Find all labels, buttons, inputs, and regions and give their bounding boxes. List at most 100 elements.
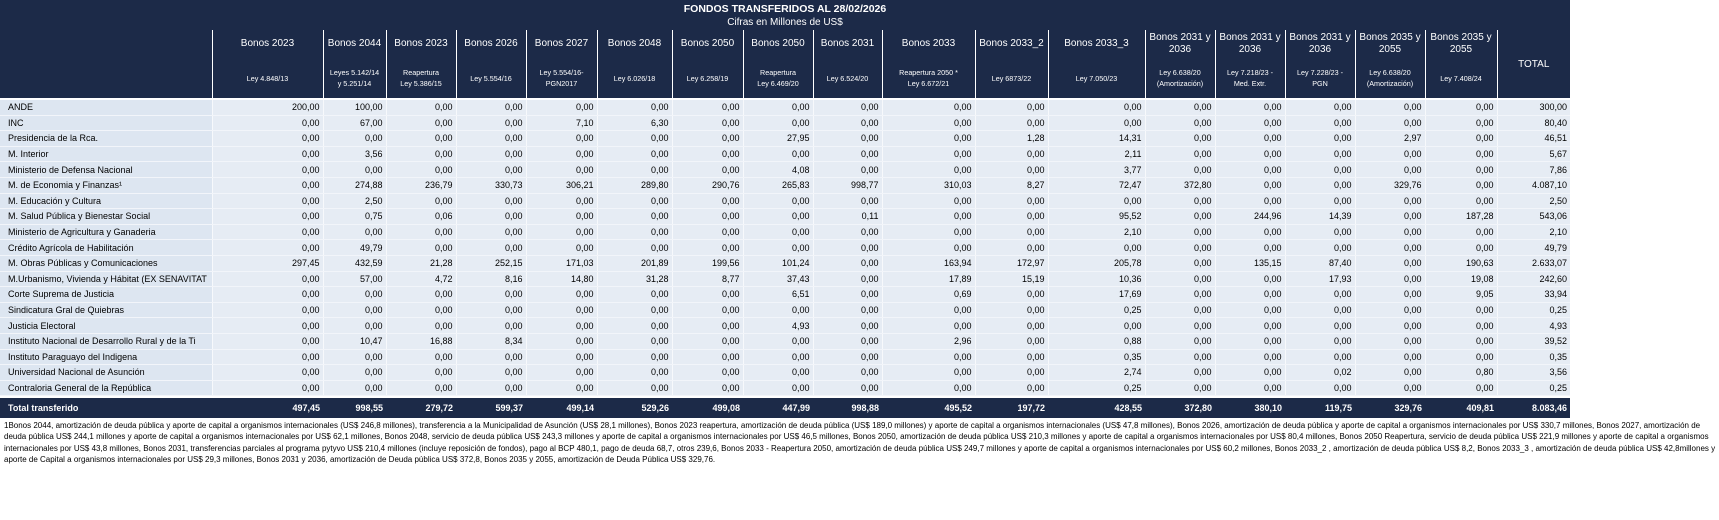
value-cell: 252,15 — [455, 255, 526, 272]
value-cell: 0,00 — [812, 317, 882, 334]
value-cell: 49,79 — [1496, 239, 1570, 256]
value-cell: 543,06 — [1496, 208, 1570, 225]
law-line: Reapertura — [760, 68, 796, 77]
value-cell: 0,00 — [322, 364, 386, 381]
value-cell: 0,00 — [1424, 349, 1497, 366]
value-cell: 0,00 — [812, 255, 882, 272]
value-cell: 0,00 — [1284, 177, 1355, 194]
spacer-row — [0, 98, 1570, 100]
value-cell: 0,00 — [596, 333, 672, 350]
value-cell: 0,00 — [1354, 255, 1425, 272]
data-row: Universidad Nacional de Asunción 0,00 0,00… — [0, 364, 1570, 381]
value-cell: 0,00 — [211, 115, 323, 132]
value-cell: 0,00 — [525, 130, 597, 147]
value-cell: 0,00 — [1144, 333, 1215, 350]
column-bond: Bonos 2033_2 — [974, 30, 1048, 58]
value-cell: 0,00 — [1144, 100, 1215, 116]
header-row: Bonos 2023 Bonos 2044 Bonos 2023 Bonos 2026… — [0, 30, 1570, 98]
value-cell: 0,00 — [1424, 130, 1497, 147]
law-line: Ley 6873/22 — [991, 73, 1032, 83]
law-line: Ley 6.524/20 — [826, 73, 869, 83]
law-line: Ley 5.386/15 — [400, 79, 442, 88]
value-cell: 163,94 — [881, 255, 975, 272]
data-row: Sindicatura Gral de Quiebras 0,00 0,00 0,00… — [0, 302, 1570, 319]
law-line: y 5.251/14 — [337, 79, 372, 88]
value-cell: 274,88 — [322, 177, 386, 194]
row-label: M.Urbanismo, Vivienda y Hábitat (EX SENA… — [0, 271, 212, 288]
value-cell: 0,00 — [211, 224, 323, 241]
row-label: Justicia Electoral — [0, 317, 212, 334]
value-cell: 0,00 — [525, 100, 597, 116]
value-cell: 242,60 — [1496, 271, 1570, 288]
value-cell: 190,63 — [1424, 255, 1497, 272]
value-cell: 0,00 — [974, 239, 1048, 256]
value-cell: 0,00 — [1214, 333, 1285, 350]
column-bond: Bonos 2044 — [322, 30, 386, 58]
value-cell: 0,00 — [1424, 239, 1497, 256]
value-cell: 0,00 — [1284, 333, 1355, 350]
value-cell: 0,00 — [455, 380, 526, 397]
value-cell: 4,72 — [385, 271, 456, 288]
value-cell: 0,00 — [385, 302, 456, 319]
total-cell: 279,72 — [386, 398, 456, 419]
total-cell: 409,81 — [1425, 398, 1497, 419]
value-cell: 17,69 — [1047, 286, 1145, 303]
value-cell: 2,96 — [881, 333, 975, 350]
law-line: Ley 7.408/24 — [1440, 73, 1482, 83]
value-cell: 0,00 — [211, 161, 323, 178]
value-cell: 100,00 — [322, 100, 386, 116]
value-cell: 0,00 — [881, 115, 975, 132]
value-cell: 0,00 — [742, 193, 813, 210]
value-cell: 0,00 — [385, 349, 456, 366]
value-cell: 14,31 — [1047, 130, 1145, 147]
footnote: 1Bonos 2044, amortización de deuda públi… — [4, 421, 1716, 465]
total-cell: 8.083,46 — [1497, 398, 1570, 419]
law-line: Reapertura — [403, 68, 439, 77]
value-cell: 0,00 — [671, 100, 743, 116]
value-cell: 0,00 — [1284, 161, 1355, 178]
value-cell: 998,77 — [812, 177, 882, 194]
value-cell: 0,00 — [1144, 317, 1215, 334]
value-cell: 432,59 — [322, 255, 386, 272]
value-cell: 0,00 — [1354, 193, 1425, 210]
value-cell: 0,06 — [385, 208, 456, 225]
value-cell: 330,73 — [455, 177, 526, 194]
value-cell: 2,97 — [1354, 130, 1425, 147]
value-cell: 0,00 — [596, 349, 672, 366]
value-cell: 0,00 — [1424, 146, 1497, 163]
total-cell: 119,75 — [1285, 398, 1355, 419]
value-cell: 0,88 — [1047, 333, 1145, 350]
row-label: M. Salud Pública y Bienestar Social — [0, 208, 212, 225]
value-cell: 0,00 — [881, 161, 975, 178]
column-law: Ley 7.228/23 - PGN — [1284, 58, 1355, 98]
column-bond: Bonos 2035 y 2055 — [1354, 30, 1425, 58]
value-cell: 0,00 — [742, 380, 813, 397]
value-cell: 0,00 — [671, 333, 743, 350]
value-cell: 310,03 — [881, 177, 975, 194]
value-cell: 0,00 — [881, 100, 975, 116]
value-cell: 0,00 — [1284, 286, 1355, 303]
data-row: M. Educación y Cultura 0,00 2,50 0,00 0,00 0,… — [0, 193, 1570, 210]
value-cell: 0,00 — [211, 177, 323, 194]
title: FONDOS TRANSFERIDOS AL 28/02/2026 — [683, 3, 887, 15]
value-cell: 0,25 — [1047, 302, 1145, 319]
value-cell: 0,00 — [881, 193, 975, 210]
value-cell: 0,00 — [455, 100, 526, 116]
value-cell: 21,28 — [385, 255, 456, 272]
value-cell: 0,00 — [1354, 224, 1425, 241]
column-law: Ley 4.848/13 — [211, 58, 323, 98]
law-line: Reapertura 2050 * — [899, 68, 958, 77]
value-cell: 0,00 — [671, 224, 743, 241]
value-cell: 0,00 — [1354, 146, 1425, 163]
value-cell: 0,00 — [455, 161, 526, 178]
value-cell: 0,11 — [812, 208, 882, 225]
total-cell: 599,37 — [456, 398, 526, 419]
value-cell: 14,39 — [1284, 208, 1355, 225]
column-law: Ley 5.554/16- PGN2017 — [525, 58, 597, 98]
value-cell: 0,00 — [1424, 333, 1497, 350]
value-cell: 0,00 — [525, 286, 597, 303]
value-cell: 39,52 — [1496, 333, 1570, 350]
value-cell: 7,86 — [1496, 161, 1570, 178]
value-cell: 0,00 — [1214, 146, 1285, 163]
value-cell: 0,00 — [1214, 271, 1285, 288]
